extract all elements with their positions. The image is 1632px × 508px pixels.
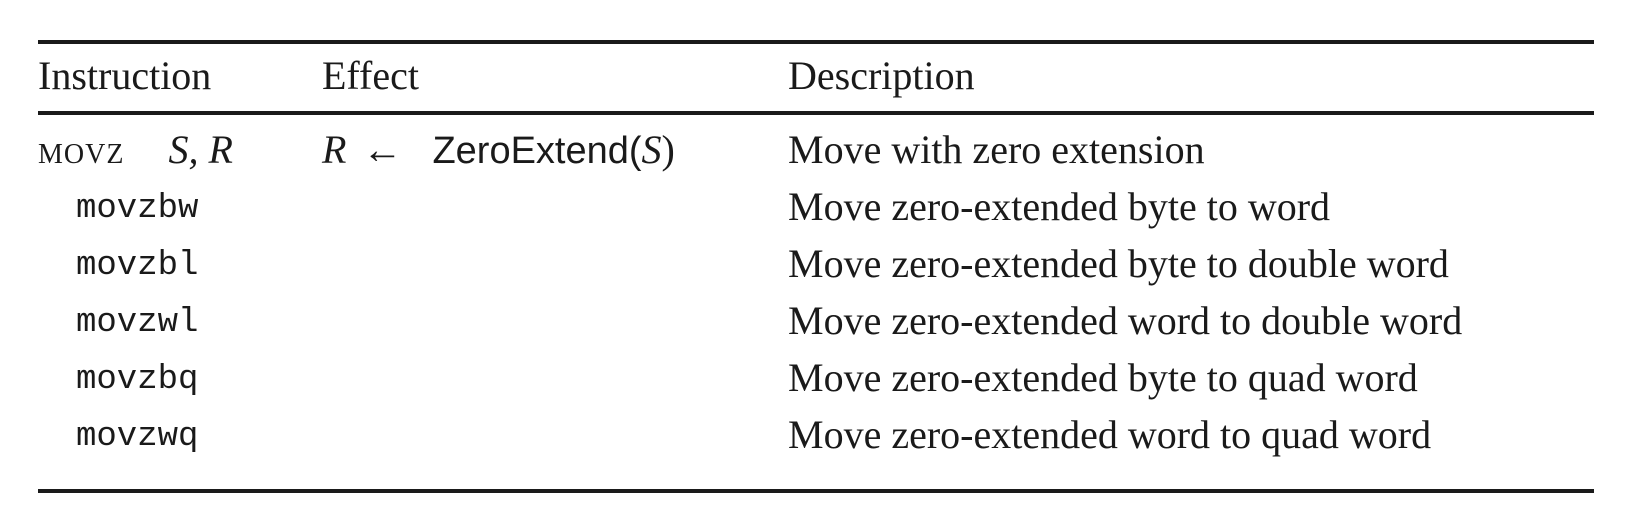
header-description: Description [788,53,975,98]
header-instruction: Instruction [38,53,212,98]
table-row-instruction: movzbq [76,361,199,399]
effect-destination: R [322,127,347,172]
description-main: Move with zero extension [788,127,1205,172]
table-row-instruction-class: movz S, R [38,126,233,174]
table-header-rule [38,111,1594,115]
table-row-description: Move zero-extended word to double word [788,298,1463,343]
header-effect: Effect [322,53,419,98]
table-row-instruction: movzbw [76,190,199,228]
left-arrow-icon: ← [362,127,403,172]
table-top-rule [38,40,1594,44]
effect-close-paren: ) [661,127,675,172]
table-row-instruction: movzbl [76,247,199,285]
table-row-description: Move zero-extended byte to quad word [788,355,1418,400]
instruction-mnemonic: movz [38,127,125,172]
table-row-description: Move zero-extended byte to word [788,184,1331,229]
instruction-operands: S, R [168,127,233,172]
effect-argument: S [641,127,662,172]
table-row-instruction: movzwq [76,418,199,456]
table-bottom-rule [38,489,1594,493]
table-row-instruction: movzwl [76,304,199,342]
table-row-description: Move zero-extended byte to double word [788,241,1449,286]
instruction-table: Instruction Effect Description movz S, R… [38,40,1594,493]
table-row-description: Move zero-extended word to quad word [788,412,1432,457]
effect-expression: R ← ZeroExtend(S) [322,126,675,175]
effect-function: ZeroExtend( [432,130,642,172]
